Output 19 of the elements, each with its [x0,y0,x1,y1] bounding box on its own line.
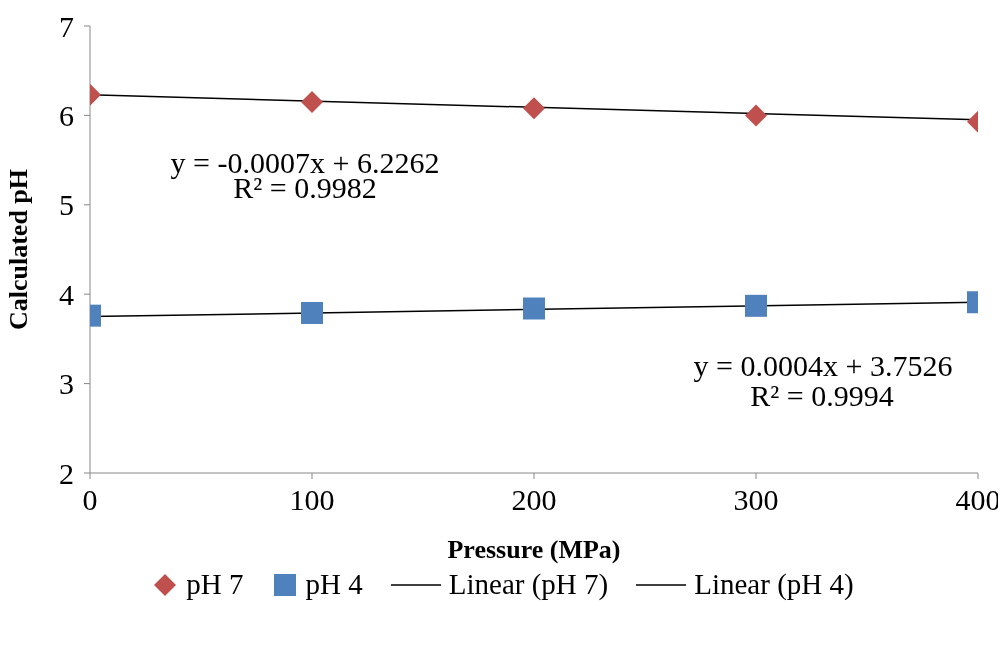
legend-label: Linear (pH 4) [694,568,854,601]
x-tick-label: 300 [733,483,779,517]
x-tick-label: 200 [511,483,557,517]
y-axis-title: Calculated pH [4,168,34,331]
y-tick-label: 7 [59,9,74,43]
annotation: R² = 0.9994 [750,379,894,412]
x-tick-label: 100 [289,483,335,517]
y-tick-label: 5 [59,188,74,222]
x-tick-label: 0 [82,483,98,517]
annotation: y = -0.0007x + 6.2262 [170,146,440,179]
legend-label: pH 4 [305,568,363,601]
y-tick-label: 2 [59,456,74,490]
legend-label: Linear (pH 7) [448,568,609,601]
x-axis-title: Pressure (MPa) [447,535,621,564]
legend-label: pH 7 [186,568,244,601]
y-tick-label: 4 [59,277,74,311]
y-tick-label: 6 [59,99,74,133]
y-tick-label: 3 [59,367,74,401]
annotation: y = 0.0004x + 3.7526 [693,349,953,382]
